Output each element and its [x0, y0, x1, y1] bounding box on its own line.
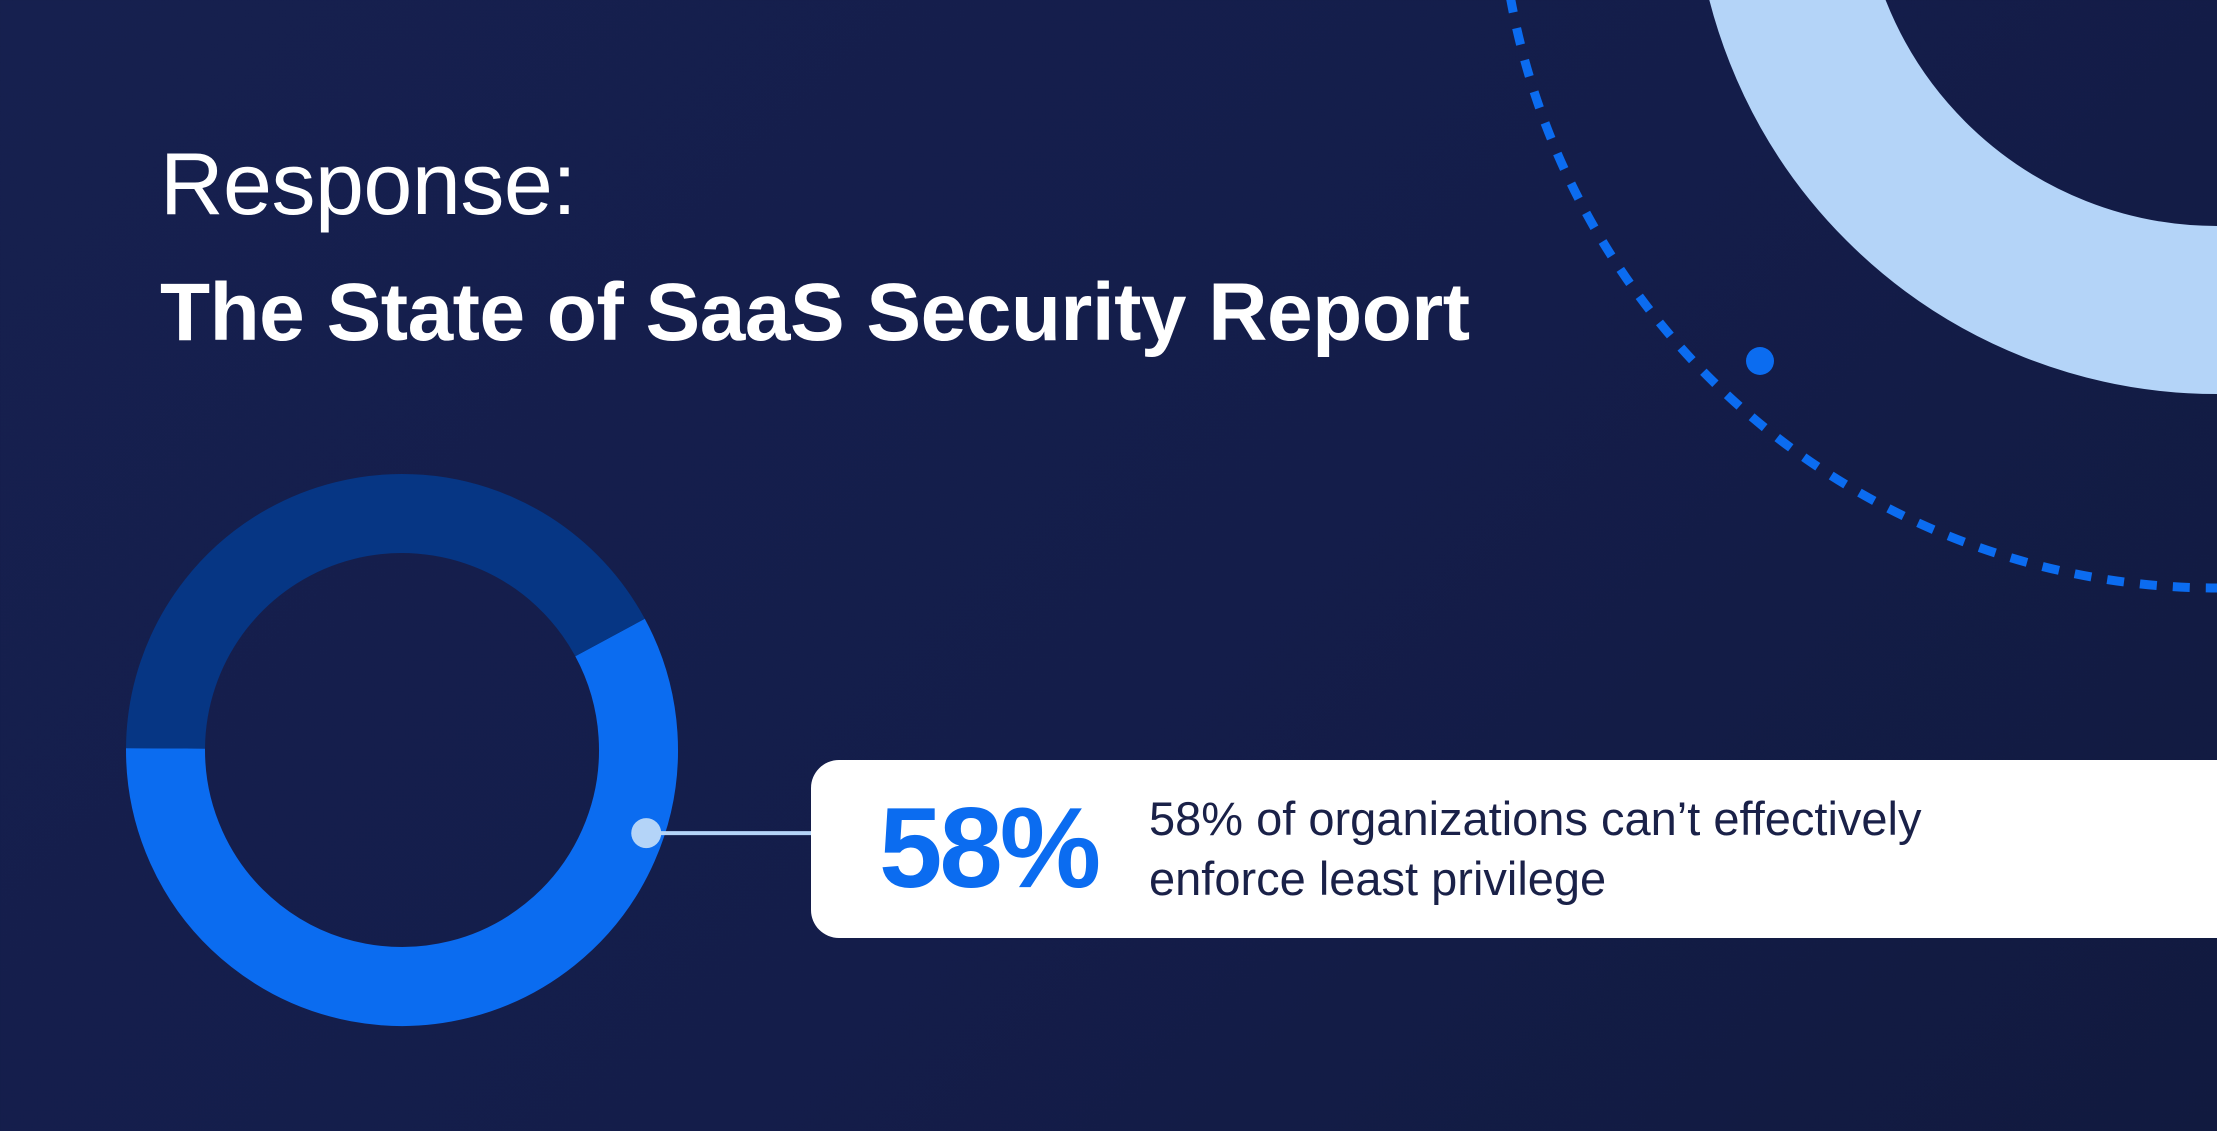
stat-description: 58% of organizations can’t effectively e… — [1149, 791, 1922, 905]
arc-marker-dot — [1746, 347, 1774, 375]
stat-percentage: 58% — [879, 785, 1101, 912]
page-subtitle: Response: — [160, 134, 577, 233]
page-title: The State of SaaS Security Report — [160, 267, 1470, 358]
donut-segment-remainder — [126, 474, 645, 750]
heading-block: Response: The State of SaaS Security Rep… — [160, 140, 1470, 354]
connector-dot — [631, 818, 662, 849]
donut-segment-highlight — [126, 618, 678, 1026]
stat-callout-card: 58% 58% of organizations can’t effective… — [811, 760, 2217, 938]
